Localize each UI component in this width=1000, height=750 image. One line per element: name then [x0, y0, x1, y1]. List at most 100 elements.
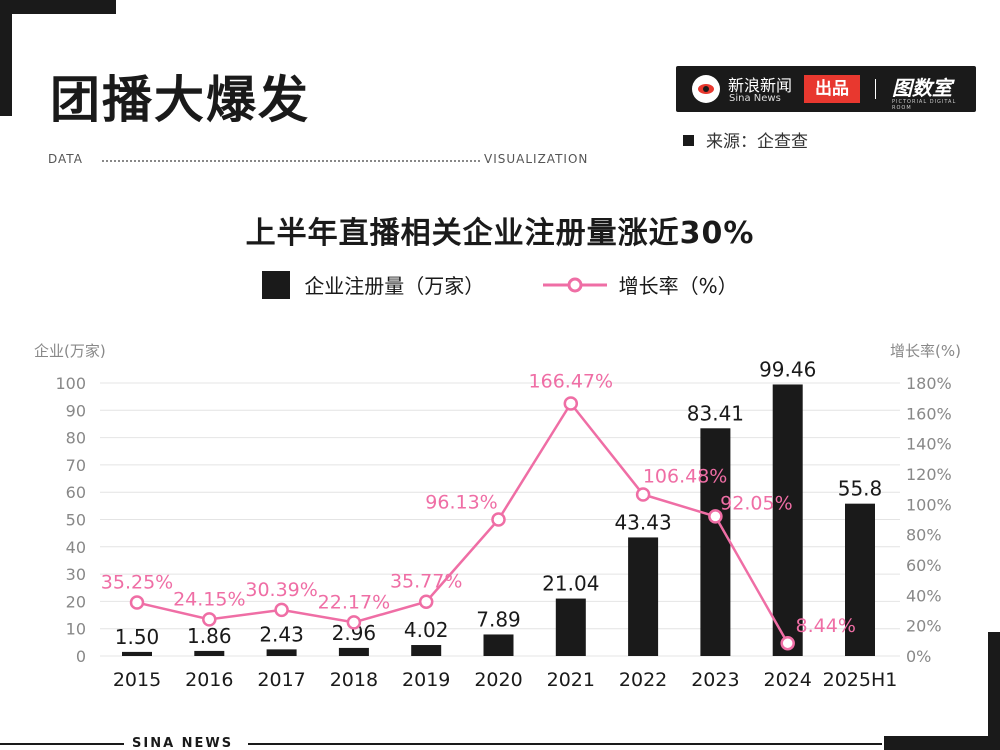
brand-room-subtitle: PICTORIAL DIGITAL ROOM — [892, 99, 957, 111]
x-axis-tick-label: 2015 — [113, 669, 161, 691]
left-axis-tick-label: 40 — [66, 538, 86, 557]
brand-subtitle: Sina News — [729, 93, 781, 104]
legend-line-label: 增长率（%） — [618, 274, 738, 298]
bar-value-label: 1.50 — [115, 625, 160, 649]
bar-value-label: 4.02 — [404, 618, 449, 642]
bar — [700, 428, 731, 656]
growth-rate-label: 106.48% — [643, 466, 728, 488]
bar — [266, 649, 297, 656]
brand-badge: 出品 — [804, 75, 860, 103]
legend-item-bars: 企业注册量（万家） — [262, 270, 484, 299]
growth-rate-point — [274, 602, 289, 618]
deco-dotted-line — [102, 160, 480, 162]
corner-decoration-bottom-right-vertical — [988, 632, 1000, 750]
right-axis-tick-label: 80% — [906, 526, 942, 545]
right-axis-tick-label: 160% — [906, 404, 952, 423]
left-axis-title: 企业(万家) — [34, 342, 106, 360]
left-axis-tick-label: 90 — [66, 401, 86, 420]
growth-rate-point — [129, 595, 145, 610]
x-axis-tick-label: 2024 — [764, 669, 812, 691]
right-axis-title: 增长率(%) — [890, 342, 961, 360]
deco-visualization-label: VISUALIZATION — [484, 152, 589, 166]
bar-value-label: 55.8 — [838, 477, 883, 501]
right-axis-tick-label: 0% — [906, 647, 931, 666]
right-axis-tick-label: 140% — [906, 435, 952, 454]
right-axis-tick-label: 100% — [906, 495, 952, 514]
x-axis-tick-label: 2020 — [474, 669, 522, 691]
growth-rate-label: 96.13% — [425, 492, 497, 514]
brand-room-logo: 图数室 — [892, 76, 952, 100]
growth-rate-point — [202, 612, 217, 627]
x-axis-tick-label: 2017 — [257, 669, 305, 691]
growth-rate-label: 92.05% — [720, 492, 792, 514]
footer-rule-right — [248, 743, 882, 745]
page-title: 团播大爆发 — [50, 71, 310, 129]
growth-rate-point — [346, 615, 362, 630]
corner-decoration-bottom-right — [884, 736, 1000, 750]
growth-rate-label: 8.44% — [796, 615, 856, 637]
bar — [483, 634, 514, 656]
right-axis-tick-label: 60% — [906, 556, 942, 575]
growth-rate-label: 24.15% — [173, 588, 245, 610]
left-axis-tick-label: 80 — [66, 429, 86, 448]
legend-item-line: 增长率（%） — [542, 270, 738, 299]
bar — [555, 598, 586, 656]
growth-rate-label: 35.77% — [390, 571, 462, 593]
left-axis-tick-label: 0 — [76, 647, 86, 666]
bar-value-label: 1.86 — [187, 624, 232, 648]
bar — [194, 650, 225, 656]
legend-bar-swatch — [262, 270, 291, 299]
footer-brand-text: SINA NEWS — [132, 736, 234, 750]
growth-rate-point — [780, 635, 795, 651]
left-axis-tick-label: 10 — [66, 620, 86, 639]
source-text: 来源：企查查 — [706, 132, 808, 152]
left-axis-tick-label: 60 — [66, 483, 86, 502]
left-axis-tick-label: 50 — [66, 511, 86, 530]
chart-legend: 企业注册量（万家） 增长率（%） — [0, 270, 1000, 299]
left-axis-tick-label: 20 — [66, 592, 86, 611]
bar — [338, 647, 369, 656]
growth-rate-label: 30.39% — [245, 579, 317, 601]
bar-value-label: 43.43 — [614, 510, 671, 534]
brand-name: 新浪新闻 — [728, 76, 793, 95]
x-axis-tick-label: 2023 — [691, 669, 739, 691]
bar — [411, 645, 442, 656]
bar — [845, 503, 875, 656]
footer-rule-left — [0, 743, 124, 745]
source-line: 来源：企查查 — [683, 127, 808, 152]
source-square-icon — [683, 135, 694, 146]
bar-value-label: 99.46 — [759, 357, 816, 381]
bar — [772, 384, 803, 656]
growth-rate-label: 22.17% — [318, 591, 390, 613]
x-axis-tick-label: 2018 — [330, 669, 378, 691]
growth-rate-label: 166.47% — [529, 371, 614, 393]
bar-value-label: 21.04 — [542, 572, 599, 596]
growth-rate-point — [635, 487, 651, 502]
chart-title: 上半年直播相关企业注册量涨近30% — [245, 216, 755, 251]
growth-rate-point — [563, 396, 579, 411]
growth-rate-point — [418, 594, 434, 609]
right-axis-tick-label: 120% — [906, 465, 952, 484]
x-axis-tick-label: 2022 — [619, 669, 667, 691]
legend-line-swatch — [542, 277, 607, 292]
right-axis-tick-label: 40% — [906, 586, 942, 605]
left-axis-tick-label: 70 — [66, 456, 86, 475]
right-axis-tick-label: 180% — [906, 374, 952, 393]
left-axis-tick-label: 100 — [55, 374, 86, 393]
corner-decoration-top-left-vertical — [0, 0, 12, 116]
brand-bar: 新浪新闻 Sina News 出品 图数室 PICTORIAL DIGITAL … — [676, 66, 976, 112]
growth-rate-line — [136, 401, 789, 644]
deco-data-label: DATA — [48, 152, 83, 166]
x-axis-tick-label: 2019 — [402, 669, 450, 691]
right-axis-tick-label: 20% — [906, 617, 942, 636]
growth-rate-label: 35.25% — [101, 572, 173, 594]
bar-value-label: 7.89 — [476, 607, 521, 631]
legend-bar-label: 企业注册量（万家） — [304, 274, 485, 298]
x-axis-tick-label: 2025H1 — [823, 669, 898, 691]
sina-logo-icon — [692, 75, 720, 103]
bar-value-label: 2.43 — [259, 622, 304, 646]
growth-rate-point — [491, 512, 506, 527]
bar — [628, 537, 659, 656]
